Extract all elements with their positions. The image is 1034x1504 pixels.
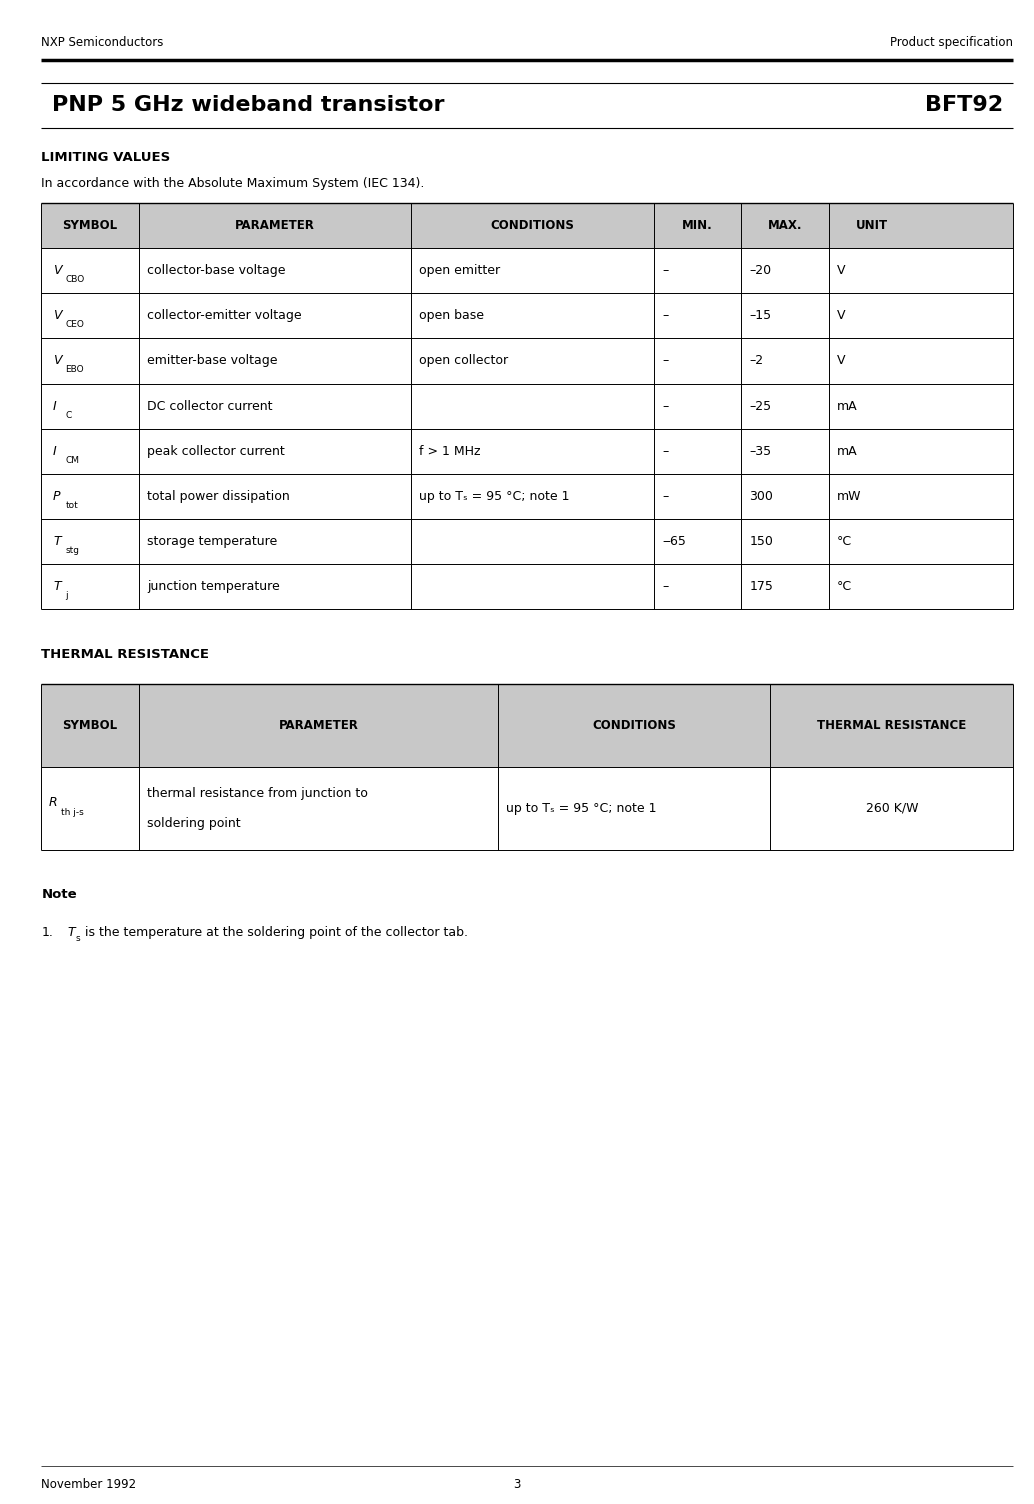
Text: open emitter: open emitter <box>419 265 500 277</box>
Text: storage temperature: storage temperature <box>147 535 277 547</box>
Text: V: V <box>837 355 846 367</box>
Text: THERMAL RESISTANCE: THERMAL RESISTANCE <box>817 719 967 732</box>
Text: SYMBOL: SYMBOL <box>62 719 118 732</box>
Text: °C: °C <box>837 581 852 593</box>
Text: In accordance with the Absolute Maximum System (IEC 134).: In accordance with the Absolute Maximum … <box>41 177 425 190</box>
Text: collector-base voltage: collector-base voltage <box>147 265 285 277</box>
Text: Product specification: Product specification <box>890 36 1013 48</box>
Text: T: T <box>67 926 74 938</box>
Text: CBO: CBO <box>65 275 85 284</box>
Text: –35: –35 <box>750 445 771 457</box>
Bar <box>41 203 1013 248</box>
Text: tot: tot <box>65 501 79 510</box>
Text: V: V <box>837 265 846 277</box>
Bar <box>41 684 1013 767</box>
Text: November 1992: November 1992 <box>41 1478 136 1490</box>
Text: collector-emitter voltage: collector-emitter voltage <box>147 310 302 322</box>
Text: up to Tₛ = 95 °C; note 1: up to Tₛ = 95 °C; note 1 <box>507 802 657 815</box>
Text: s: s <box>75 934 80 943</box>
Text: V: V <box>53 355 62 367</box>
Text: peak collector current: peak collector current <box>147 445 284 457</box>
Text: –: – <box>662 490 668 502</box>
Text: –25: –25 <box>750 400 771 412</box>
Text: –: – <box>662 310 668 322</box>
Text: °C: °C <box>837 535 852 547</box>
Text: is the temperature at the soldering point of the collector tab.: is the temperature at the soldering poin… <box>81 926 467 938</box>
Text: ‒65: ‒65 <box>662 535 686 547</box>
Text: –: – <box>662 265 668 277</box>
Text: –15: –15 <box>750 310 771 322</box>
Text: I: I <box>53 445 57 457</box>
Text: MAX.: MAX. <box>767 220 802 232</box>
Text: j: j <box>65 591 68 600</box>
Text: –: – <box>662 581 668 593</box>
Text: –: – <box>662 355 668 367</box>
Text: 3: 3 <box>513 1478 521 1490</box>
Text: V: V <box>53 265 62 277</box>
Text: CEO: CEO <box>65 320 85 329</box>
Text: NXP Semiconductors: NXP Semiconductors <box>41 36 163 48</box>
Text: V: V <box>53 310 62 322</box>
Text: –20: –20 <box>750 265 771 277</box>
Text: P: P <box>53 490 61 502</box>
Text: PNP 5 GHz wideband transistor: PNP 5 GHz wideband transistor <box>52 95 445 116</box>
Text: emitter-base voltage: emitter-base voltage <box>147 355 277 367</box>
Text: THERMAL RESISTANCE: THERMAL RESISTANCE <box>41 648 209 660</box>
Text: 260 K/W: 260 K/W <box>865 802 918 815</box>
Text: DC collector current: DC collector current <box>147 400 272 412</box>
Text: mA: mA <box>837 445 857 457</box>
Text: BFT92: BFT92 <box>924 95 1003 116</box>
Text: total power dissipation: total power dissipation <box>147 490 290 502</box>
Text: I: I <box>53 400 57 412</box>
Text: SYMBOL: SYMBOL <box>62 220 118 232</box>
Text: R: R <box>49 796 57 809</box>
Text: V: V <box>837 310 846 322</box>
Text: CONDITIONS: CONDITIONS <box>490 220 574 232</box>
Text: f > 1 MHz: f > 1 MHz <box>419 445 481 457</box>
Text: mW: mW <box>837 490 861 502</box>
Text: open collector: open collector <box>419 355 508 367</box>
Text: open base: open base <box>419 310 484 322</box>
Text: thermal resistance from junction to: thermal resistance from junction to <box>147 787 368 800</box>
Text: Note: Note <box>41 889 77 901</box>
Text: up to Tₛ = 95 °C; note 1: up to Tₛ = 95 °C; note 1 <box>419 490 570 502</box>
Text: –2: –2 <box>750 355 763 367</box>
Text: UNIT: UNIT <box>856 220 888 232</box>
Text: EBO: EBO <box>65 365 84 374</box>
Text: junction temperature: junction temperature <box>147 581 279 593</box>
Text: 175: 175 <box>750 581 773 593</box>
Text: PARAMETER: PARAMETER <box>278 719 359 732</box>
Text: 150: 150 <box>750 535 773 547</box>
Text: MIN.: MIN. <box>682 220 712 232</box>
Text: LIMITING VALUES: LIMITING VALUES <box>41 152 171 164</box>
Text: 1.: 1. <box>41 926 53 938</box>
Text: 300: 300 <box>750 490 773 502</box>
Text: stg: stg <box>65 546 80 555</box>
Text: T: T <box>53 535 61 547</box>
Text: –: – <box>662 400 668 412</box>
Text: th j-s: th j-s <box>61 809 84 817</box>
Text: soldering point: soldering point <box>147 817 241 830</box>
Text: T: T <box>53 581 61 593</box>
Text: mA: mA <box>837 400 857 412</box>
Text: CONDITIONS: CONDITIONS <box>592 719 676 732</box>
Text: PARAMETER: PARAMETER <box>235 220 314 232</box>
Text: CM: CM <box>65 456 80 465</box>
Text: –: – <box>662 445 668 457</box>
Text: C: C <box>65 411 71 420</box>
